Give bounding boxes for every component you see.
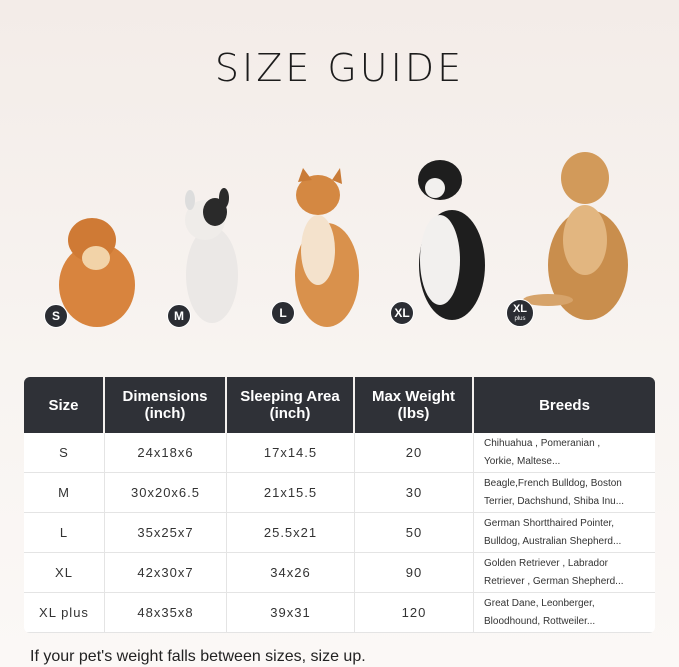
- cell-breeds: German Shortthaired Pointer, Bulldog, Aus…: [474, 513, 655, 553]
- cell-max-weight: 50: [355, 513, 474, 553]
- header-breeds: Breeds: [474, 377, 655, 433]
- table-row: M 30x20x6.5 21x15.5 30 Beagle,French Bulldog…: [24, 473, 655, 513]
- page-title: SIZE GUIDE: [214, 46, 465, 90]
- sizing-note: If your pet's weight falls between sizes…: [30, 648, 366, 665]
- cell-sleeping-area: 25.5x21: [227, 513, 355, 553]
- size-badge-m: M: [167, 304, 191, 328]
- cell-max-weight: 30: [355, 473, 474, 513]
- table-header-row: Size Dimensions (inch) Sleeping Area (inch…: [24, 377, 655, 433]
- golden-retriever-image: [523, 152, 628, 320]
- cell-sleeping-area: 17x14.5: [227, 433, 355, 473]
- cell-size: L: [24, 513, 105, 553]
- breeds-line: Great Dane, Leonberger,: [484, 597, 595, 609]
- cell-breeds: Beagle,French Bulldog, Boston Terrier, Da…: [474, 473, 655, 513]
- cell-dimensions: 42x30x7: [105, 553, 227, 593]
- breeds-line: Bloodhound, Rottweiler...: [484, 615, 596, 627]
- cell-dimensions: 30x20x6.5: [105, 473, 227, 513]
- breeds-line: Yorkie, Maltese...: [484, 455, 561, 467]
- breeds-line: Terrier, Dachshund, Shiba Inu...: [484, 495, 625, 507]
- table-row: S 24x18x6 17x14.5 20 Chihuahua , Pomeranian …: [24, 433, 655, 473]
- breeds-line: Bulldog, Australian Shepherd...: [484, 535, 622, 547]
- cell-size: M: [24, 473, 105, 513]
- breeds-line: German Shortthaired Pointer,: [484, 517, 615, 529]
- table-row: XL 42x30x7 34x26 90 Golden Retriever , Labra…: [24, 553, 655, 593]
- cell-size: XL plus: [24, 593, 105, 633]
- cell-dimensions: 48x35x8: [105, 593, 227, 633]
- cell-size: S: [24, 433, 105, 473]
- header-sleeping-area: Sleeping Area (inch): [227, 377, 355, 433]
- header-max-weight: Max Weight (lbs): [355, 377, 474, 433]
- cell-sleeping-area: 21x15.5: [227, 473, 355, 513]
- size-table: Size Dimensions (inch) Sleeping Area (inch…: [24, 377, 655, 633]
- size-badge-xl: XL: [390, 301, 414, 325]
- table-row: L 35x25x7 25.5x21 50 German Shortthaired Poi…: [24, 513, 655, 553]
- breeds-line: Golden Retriever , Labrador: [484, 557, 608, 569]
- size-badge-s: S: [44, 304, 68, 328]
- breeds-line: Beagle,French Bulldog, Boston: [484, 477, 622, 489]
- cell-sleeping-area: 39x31: [227, 593, 355, 633]
- size-table-section: Size Dimensions (inch) Sleeping Area (inch…: [24, 377, 655, 667]
- breeds-line: Retriever , German Shepherd...: [484, 575, 624, 587]
- cell-max-weight: 90: [355, 553, 474, 593]
- cell-breeds: Chihuahua , Pomeranian , Yorkie, Maltese.…: [474, 433, 655, 473]
- size-badge-xl-plus: XL plus: [506, 299, 534, 327]
- shiba-inu-image: [295, 168, 359, 327]
- cell-sleeping-area: 34x26: [227, 553, 355, 593]
- breeds-line: Chihuahua , Pomeranian ,: [484, 437, 601, 449]
- cell-max-weight: 20: [355, 433, 474, 473]
- table-row: XL plus 48x35x8 39x31 120 Great Dane, Leonbe…: [24, 593, 655, 633]
- pomeranian-image: [59, 218, 135, 327]
- header-dimensions: Dimensions (inch): [105, 377, 227, 433]
- cell-breeds: Great Dane, Leonberger, Bloodhound, Rottw…: [474, 593, 655, 633]
- cell-size: XL: [24, 553, 105, 593]
- cell-max-weight: 120: [355, 593, 474, 633]
- size-badge-l: L: [271, 301, 295, 325]
- dog-illustrations: [59, 152, 628, 327]
- cell-breeds: Golden Retriever , Labrador Retriever , G…: [474, 553, 655, 593]
- cell-dimensions: 35x25x7: [105, 513, 227, 553]
- cell-dimensions: 24x18x6: [105, 433, 227, 473]
- header-size: Size: [24, 377, 105, 433]
- border-collie-image: [418, 160, 485, 320]
- french-bulldog-image: [185, 188, 238, 323]
